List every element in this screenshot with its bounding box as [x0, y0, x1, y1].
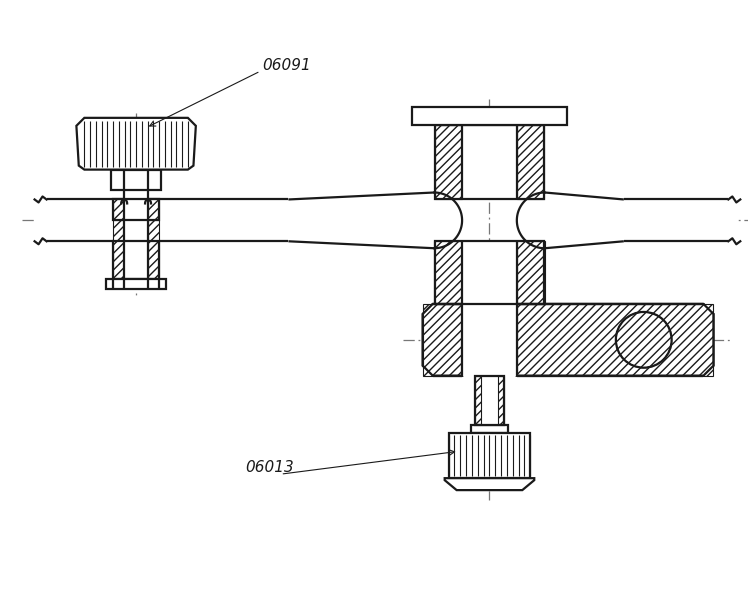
Bar [448, 433, 530, 478]
Bar [475, 376, 505, 425]
Bar [113, 220, 125, 279]
Bar [462, 241, 517, 304]
Bar [462, 125, 517, 199]
Polygon shape [289, 193, 462, 248]
Bar [517, 304, 713, 376]
Bar [148, 220, 159, 279]
Bar [148, 199, 159, 220]
Bar [37, 199, 289, 241]
Bar [124, 170, 148, 289]
Bar [435, 125, 544, 199]
Bar [113, 241, 159, 279]
Bar [462, 304, 517, 376]
Bar [517, 125, 544, 199]
Bar [435, 125, 462, 199]
Text: 06013: 06013 [245, 460, 294, 475]
Polygon shape [445, 478, 534, 490]
Bar [423, 304, 462, 376]
Bar [113, 199, 159, 220]
Bar [435, 241, 544, 304]
Polygon shape [517, 304, 713, 376]
Bar [413, 107, 566, 125]
Circle shape [616, 312, 671, 368]
Bar [481, 376, 499, 425]
Bar [475, 376, 505, 425]
Polygon shape [517, 193, 624, 248]
Bar [434, 241, 462, 304]
Bar [111, 170, 161, 190]
Polygon shape [423, 304, 462, 376]
Bar [517, 241, 544, 304]
Circle shape [616, 312, 671, 368]
Bar [470, 425, 509, 433]
Bar [113, 199, 125, 220]
Bar [37, 199, 738, 241]
Text: 06091: 06091 [262, 58, 311, 73]
Bar [106, 279, 166, 289]
Polygon shape [76, 118, 196, 170]
